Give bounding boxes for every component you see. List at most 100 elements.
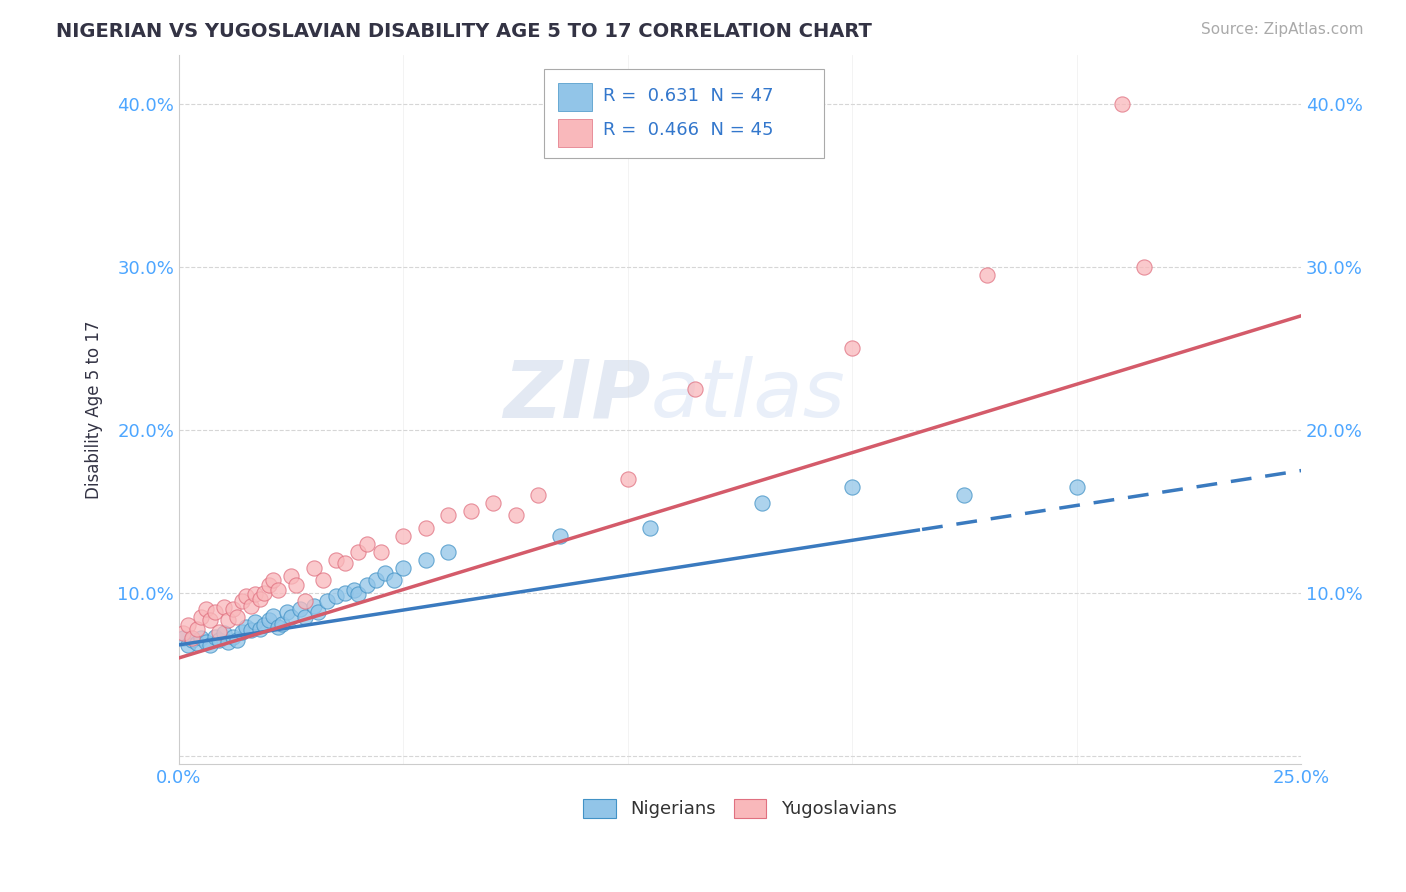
Point — [235, 589, 257, 603]
Point — [1133, 260, 1156, 274]
Point — [347, 545, 370, 559]
Point — [245, 587, 267, 601]
Point — [253, 618, 276, 632]
FancyBboxPatch shape — [544, 70, 824, 158]
Point — [366, 573, 388, 587]
Point — [288, 602, 311, 616]
Point — [204, 605, 226, 619]
Point — [190, 610, 212, 624]
Point — [172, 632, 194, 646]
Point — [841, 342, 863, 356]
Point — [392, 529, 415, 543]
Point — [239, 599, 262, 613]
Point — [181, 632, 204, 646]
Point — [333, 557, 356, 571]
Point — [302, 599, 325, 613]
Point — [976, 268, 998, 282]
Point — [683, 382, 706, 396]
Point — [231, 594, 253, 608]
Point — [190, 632, 212, 646]
Point — [356, 577, 378, 591]
Point — [231, 624, 253, 639]
Point — [172, 626, 194, 640]
Text: ZIP: ZIP — [503, 356, 650, 434]
Point — [437, 508, 460, 522]
Point — [343, 582, 366, 597]
Point — [217, 634, 239, 648]
Point — [212, 626, 235, 640]
Point — [374, 566, 396, 581]
Point — [194, 634, 217, 648]
Point — [333, 586, 356, 600]
Point — [262, 573, 284, 587]
Point — [617, 472, 640, 486]
Point — [392, 561, 415, 575]
Point — [370, 545, 392, 559]
Point — [550, 529, 572, 543]
Point — [280, 610, 302, 624]
Point — [294, 610, 316, 624]
Point — [316, 594, 339, 608]
Point — [186, 636, 208, 650]
Point — [271, 616, 294, 631]
Point — [751, 496, 773, 510]
Point — [177, 618, 200, 632]
Point — [226, 610, 249, 624]
Point — [181, 632, 204, 647]
Text: R =  0.466  N = 45: R = 0.466 N = 45 — [603, 121, 773, 139]
Point — [347, 587, 370, 601]
Point — [266, 582, 288, 597]
Point — [186, 622, 208, 636]
Text: NIGERIAN VS YUGOSLAVIAN DISABILITY AGE 5 TO 17 CORRELATION CHART: NIGERIAN VS YUGOSLAVIAN DISABILITY AGE 5… — [56, 22, 872, 41]
Point — [302, 561, 325, 575]
Text: Source: ZipAtlas.com: Source: ZipAtlas.com — [1201, 22, 1364, 37]
Point — [505, 508, 527, 522]
Point — [208, 632, 231, 647]
Point — [200, 614, 222, 628]
Point — [953, 488, 976, 502]
Text: R =  0.631  N = 47: R = 0.631 N = 47 — [603, 87, 773, 105]
Point — [284, 577, 307, 591]
Point — [222, 630, 245, 644]
Y-axis label: Disability Age 5 to 17: Disability Age 5 to 17 — [86, 320, 103, 499]
Point — [527, 488, 550, 502]
Point — [226, 632, 249, 647]
Point — [194, 602, 217, 616]
Bar — [558, 119, 592, 147]
Point — [384, 573, 406, 587]
Point — [222, 602, 245, 616]
Point — [262, 608, 284, 623]
Point — [212, 600, 235, 615]
Point — [257, 577, 280, 591]
Point — [245, 615, 267, 629]
Point — [415, 520, 437, 534]
Point — [280, 569, 302, 583]
Point — [325, 589, 347, 603]
Point — [204, 630, 226, 644]
Point — [356, 537, 378, 551]
Point — [208, 624, 231, 639]
Point — [200, 638, 222, 652]
Point — [437, 545, 460, 559]
Point — [307, 605, 329, 619]
Point — [253, 586, 276, 600]
Point — [311, 573, 333, 587]
Point — [415, 553, 437, 567]
Point — [276, 605, 298, 619]
Point — [460, 504, 482, 518]
Bar — [558, 83, 592, 112]
Point — [294, 594, 316, 608]
Point — [257, 614, 280, 628]
Legend: Nigerians, Yugoslavians: Nigerians, Yugoslavians — [576, 792, 904, 826]
Point — [841, 480, 863, 494]
Text: atlas: atlas — [650, 356, 845, 434]
Point — [325, 553, 347, 567]
Point — [235, 620, 257, 634]
Point — [249, 622, 271, 636]
Point — [239, 624, 262, 638]
Point — [638, 520, 661, 534]
Point — [217, 614, 239, 628]
Point — [177, 638, 200, 652]
Point — [249, 592, 271, 607]
Point — [1066, 480, 1088, 494]
